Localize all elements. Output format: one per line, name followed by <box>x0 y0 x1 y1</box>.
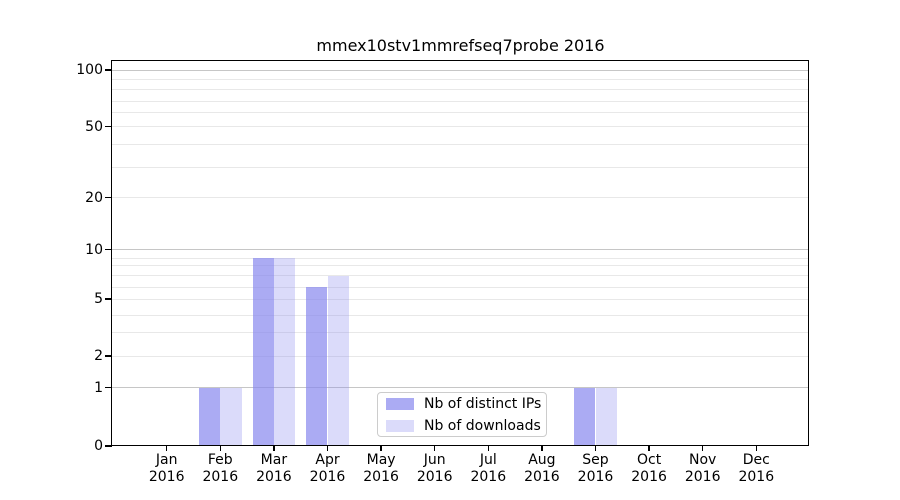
x-tick <box>755 446 757 451</box>
x-tick-label: Apr 2016 <box>298 452 358 486</box>
legend-entry-distinct-ips: Nb of distinct IPs <box>386 395 542 412</box>
bar-mar-ips <box>252 258 274 446</box>
x-tick-year: 2016 <box>524 469 560 485</box>
x-tick <box>434 446 436 451</box>
x-tick <box>487 446 489 451</box>
x-tick-year: 2016 <box>470 469 507 485</box>
legend-swatch-distinct-ips <box>386 397 414 410</box>
x-tick-label: Dec 2016 <box>726 452 786 486</box>
y-tick <box>105 126 112 128</box>
bar-feb-downloads <box>220 387 242 446</box>
y-tick-label: 20 <box>85 189 103 206</box>
x-tick-label: Sep 2016 <box>566 452 626 486</box>
x-tick-label: Jan 2016 <box>137 452 197 486</box>
x-tick-year: 2016 <box>684 469 721 485</box>
x-tick <box>273 446 275 451</box>
x-tick-year: 2016 <box>309 469 346 485</box>
gridline-major <box>112 249 809 250</box>
legend-entry-downloads: Nb of downloads <box>386 417 541 434</box>
x-tick-year: 2016 <box>631 469 667 485</box>
gridline-minor <box>112 265 809 267</box>
y-tick <box>105 355 112 357</box>
x-tick-label: Jul 2016 <box>458 452 518 486</box>
gridline-minor <box>112 286 809 288</box>
gridline-minor <box>112 101 809 103</box>
gridline-minor <box>112 275 809 277</box>
gridline-minor <box>112 257 809 259</box>
x-tick-year: 2016 <box>416 469 453 485</box>
y-tick-label: 1 <box>94 379 103 396</box>
x-tick-year: 2016 <box>256 469 292 485</box>
x-tick <box>166 446 168 451</box>
gridline-minor <box>112 197 809 199</box>
x-tick-label: Feb 2016 <box>190 452 250 486</box>
x-tick-year: 2016 <box>148 469 185 485</box>
x-tick-year: 2016 <box>363 469 399 485</box>
bar-sep-downloads <box>595 387 617 446</box>
legend: Nb of distinct IPs Nb of downloads <box>377 392 547 437</box>
y-tick <box>105 248 112 251</box>
gridline-major <box>112 387 809 389</box>
x-tick <box>219 446 221 451</box>
y-tick <box>105 387 112 389</box>
y-tick <box>105 197 112 199</box>
x-tick-label: Nov 2016 <box>673 452 733 486</box>
x-tick-label: Oct 2016 <box>619 452 679 486</box>
y-tick-label: 5 <box>94 291 103 307</box>
x-tick-year: 2016 <box>738 469 775 485</box>
gridline-minor <box>112 143 809 145</box>
chart-title: mmex10stv1mmrefseq7probe 2016 <box>316 36 605 55</box>
gridline-major <box>112 69 809 71</box>
y-tick <box>105 298 112 300</box>
y-tick-label: 2 <box>94 348 103 364</box>
gridline-minor <box>112 78 809 80</box>
y-tick-label: 100 <box>76 62 103 78</box>
x-tick <box>702 446 704 451</box>
gridline-minor <box>112 88 809 90</box>
x-tick-label: May 2016 <box>351 452 411 486</box>
gridline-minor <box>112 126 809 128</box>
x-tick <box>648 446 650 451</box>
gridline-minor <box>112 166 809 168</box>
x-tick-label: Jun 2016 <box>405 452 465 486</box>
legend-label-distinct-ips: Nb of distinct IPs <box>424 395 542 412</box>
gridline-minor <box>112 314 809 316</box>
legend-swatch-downloads <box>386 419 414 432</box>
x-tick <box>326 446 329 451</box>
legend-label-downloads: Nb of downloads <box>424 417 541 434</box>
y-tick <box>105 69 112 71</box>
x-tick-year: 2016 <box>202 469 239 485</box>
gridline-minor <box>112 355 809 357</box>
x-tick <box>380 446 382 451</box>
y-tick <box>105 445 112 447</box>
x-tick-label: Mar 2016 <box>244 452 304 486</box>
bar-sep-ips <box>574 387 596 446</box>
y-tick-label: 50 <box>85 118 103 135</box>
y-tick-label: 10 <box>85 241 103 258</box>
y-tick-label: 0 <box>94 438 103 454</box>
bar-feb-ips <box>198 387 221 446</box>
x-tick <box>541 446 543 451</box>
gridline-minor <box>112 298 809 300</box>
bar-mar-downloads <box>273 258 296 446</box>
gridline-minor <box>112 111 809 113</box>
bar-apr-ips <box>306 287 328 446</box>
x-tick-label: Aug 2016 <box>512 452 572 486</box>
x-tick <box>594 446 597 451</box>
x-tick-year: 2016 <box>577 469 614 485</box>
gridline-minor <box>112 332 809 334</box>
bar-apr-downloads <box>327 275 349 446</box>
